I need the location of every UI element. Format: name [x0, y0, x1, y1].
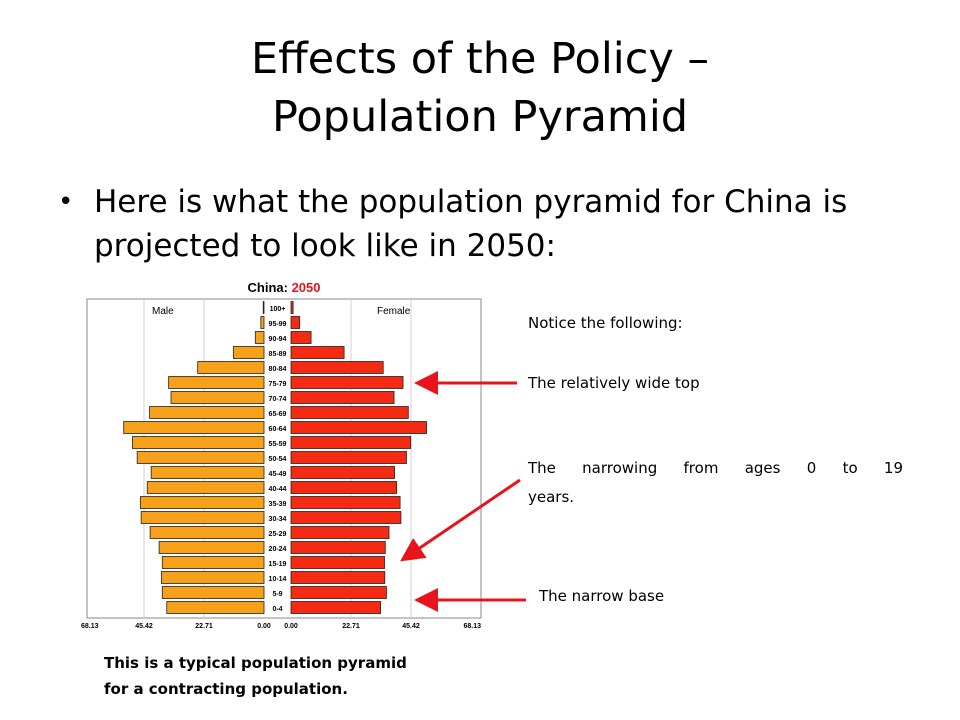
bar-male-15-19: [161, 556, 265, 569]
bar-female-20-24: [290, 541, 386, 554]
bottom-note: This is a typical population pyramid for…: [104, 650, 484, 702]
age-label-10-14: 10-14: [269, 576, 287, 583]
x-tick-right-2: 45.42: [402, 623, 420, 630]
age-label-55-59: 55-59: [269, 441, 287, 448]
bullet-dot-icon: •: [58, 187, 74, 217]
age-label-0-4: 0-4: [272, 606, 282, 613]
age-label-60-64: 60-64: [269, 426, 287, 433]
bottom-note-line1: This is a typical population pyramid: [104, 654, 407, 672]
age-label-35-39: 35-39: [269, 501, 287, 508]
bar-female-0-4: [290, 601, 381, 614]
bar-female-85-89: [290, 346, 345, 359]
bar-male-35-39: [139, 496, 265, 509]
chart-title-year: 2050: [292, 280, 321, 295]
bar-female-15-19: [290, 556, 385, 569]
plot-frame: [86, 298, 482, 619]
age-label-40-44: 40-44: [269, 486, 287, 493]
x-tick-left-0: 68.13: [81, 623, 99, 630]
bar-male-25-29: [149, 526, 265, 539]
title-line-1: Effects of the Policy –: [250, 34, 710, 84]
male-label: Male: [152, 306, 174, 317]
note-wide-top: The relatively wide top: [528, 374, 700, 392]
bar-female-60-64: [290, 421, 427, 434]
bar-female-40-44: [290, 481, 398, 494]
bar-female-80-84: [290, 361, 384, 374]
age-label-30-34: 30-34: [269, 516, 287, 523]
x-tick-left-1: 45.42: [135, 623, 153, 630]
bar-male-95-99: [260, 316, 265, 329]
bar-female-35-39: [290, 496, 401, 509]
bar-female-10-14: [290, 571, 386, 584]
bar-male-55-59: [132, 436, 265, 449]
bar-female-55-59: [290, 436, 412, 449]
note-narrowing-line1: The narrowing from ages 0 to 19: [528, 459, 903, 477]
age-label-70-74: 70-74: [269, 396, 287, 403]
bar-female-50-54: [290, 451, 407, 464]
x-tick-left-2: 22.71: [195, 623, 213, 630]
bar-male-85-89: [232, 346, 265, 359]
bar-female-95-99: [290, 316, 301, 329]
bar-male-60-64: [123, 421, 265, 434]
age-label-85-89: 85-89: [269, 351, 287, 358]
x-tick-labels: 68.13 45.42 22.71 0.00 0.00 22.71 45.42 68.13: [81, 623, 481, 630]
bar-male-45-49: [150, 466, 265, 479]
bar-male-5-9: [161, 586, 265, 599]
bar-male-90-94: [254, 331, 265, 344]
bar-male-75-79: [168, 376, 265, 389]
age-label-90-94: 90-94: [269, 336, 287, 343]
bars: [123, 301, 427, 614]
x-tick-right-3: 68.13: [463, 623, 481, 630]
bar-female-45-49: [290, 466, 395, 479]
age-label-45-49: 45-49: [269, 471, 287, 478]
bar-male-100+: [262, 301, 265, 314]
age-label-80-84: 80-84: [269, 366, 287, 373]
bar-male-80-84: [197, 361, 265, 374]
x-tick-right-0: 0.00: [284, 623, 298, 630]
age-label-50-54: 50-54: [269, 456, 287, 463]
note-narrow-base: The narrow base: [539, 587, 665, 605]
x-tick-left-3: 0.00: [257, 623, 271, 630]
bar-male-50-54: [136, 451, 265, 464]
pyramid-svg: China: 2050 Male Female 100+ 95-99 90-94 85…: [81, 280, 482, 630]
x-tick-right-1: 22.71: [342, 623, 360, 630]
bar-male-65-69: [149, 406, 265, 419]
age-label-20-24: 20-24: [269, 546, 287, 553]
bar-male-70-74: [170, 391, 265, 404]
bar-male-20-24: [158, 541, 265, 554]
bar-male-40-44: [146, 481, 265, 494]
bar-male-0-4: [166, 601, 265, 614]
note-narrowing-line2: years.: [528, 488, 575, 506]
title-line-2: Population Pyramid: [271, 92, 689, 142]
bar-female-70-74: [290, 391, 395, 404]
bottom-note-line2: for a contracting population.: [104, 680, 348, 698]
bar-female-100+: [290, 301, 294, 314]
bar-female-90-94: [290, 331, 312, 344]
bar-female-5-9: [290, 586, 387, 599]
chart-title-prefix: China:: [248, 280, 292, 295]
bullet-text: Here is what the population pyramid for …: [94, 184, 848, 264]
bar-male-30-34: [140, 511, 265, 524]
bar-female-75-79: [290, 376, 404, 389]
age-label-95-99: 95-99: [269, 321, 287, 328]
age-label-100+: 100+: [270, 306, 286, 313]
bar-female-25-29: [290, 526, 390, 539]
chart-title: China: 2050: [248, 280, 321, 295]
population-pyramid-chart: China: 2050 Male Female 100+ 95-99 90-94 85…: [80, 278, 482, 632]
bar-female-30-34: [290, 511, 402, 524]
age-label-65-69: 65-69: [269, 411, 287, 418]
age-label-75-79: 75-79: [269, 381, 287, 388]
notes-heading: Notice the following:: [528, 314, 683, 332]
age-label-25-29: 25-29: [269, 531, 287, 538]
bar-female-65-69: [290, 406, 409, 419]
slide-title: Effects of the Policy – Population Pyram…: [0, 30, 960, 146]
age-labels: 100+ 95-99 90-94 85-89 80-84 75-79 70-74 65-69 6…: [269, 306, 287, 613]
age-label-15-19: 15-19: [269, 561, 287, 568]
female-label: Female: [377, 306, 411, 317]
bar-male-10-14: [161, 571, 265, 584]
age-label-5-9: 5-9: [272, 591, 282, 598]
